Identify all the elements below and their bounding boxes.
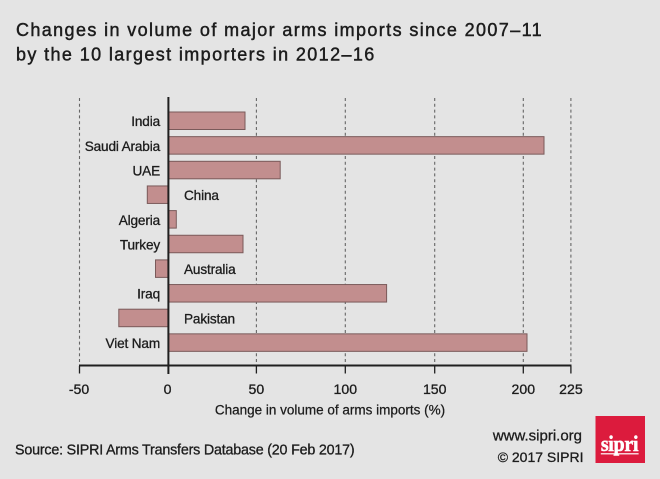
svg-text:-50: -50 bbox=[69, 381, 90, 397]
svg-text:Turkey: Turkey bbox=[120, 237, 160, 252]
svg-text:50: 50 bbox=[249, 381, 265, 397]
svg-text:Iraq: Iraq bbox=[137, 287, 160, 302]
svg-text:© 2017 SIPRI: © 2017 SIPRI bbox=[498, 449, 584, 465]
svg-text:0: 0 bbox=[164, 381, 172, 397]
svg-text:India: India bbox=[131, 114, 160, 129]
svg-text:Source: SIPRI Arms Transfers D: Source: SIPRI Arms Transfers Database (2… bbox=[15, 443, 354, 459]
svg-text:China: China bbox=[184, 188, 219, 203]
svg-text:Saudi Arabia: Saudi Arabia bbox=[85, 139, 161, 154]
svg-text:sipri: sipri bbox=[601, 431, 639, 456]
svg-text:Australia: Australia bbox=[184, 262, 236, 277]
svg-text:Change in volume of arms impor: Change in volume of arms imports (%) bbox=[215, 403, 445, 418]
svg-text:225: 225 bbox=[559, 381, 583, 397]
svg-text:200: 200 bbox=[512, 381, 536, 397]
svg-text:Changes in volume of major arm: Changes in volume of major arms imports … bbox=[16, 20, 543, 40]
svg-text:UAE: UAE bbox=[132, 163, 160, 178]
svg-text:Viet Nam: Viet Nam bbox=[106, 336, 160, 351]
svg-text:www.sipri.org: www.sipri.org bbox=[492, 428, 582, 445]
svg-text:by the 10 largest importers in: by the 10 largest importers in 2012–16 bbox=[16, 44, 376, 64]
svg-text:Algeria: Algeria bbox=[119, 213, 161, 228]
svg-text:150: 150 bbox=[423, 381, 447, 397]
svg-text:100: 100 bbox=[334, 381, 358, 397]
svg-text:Pakistan: Pakistan bbox=[184, 311, 235, 326]
